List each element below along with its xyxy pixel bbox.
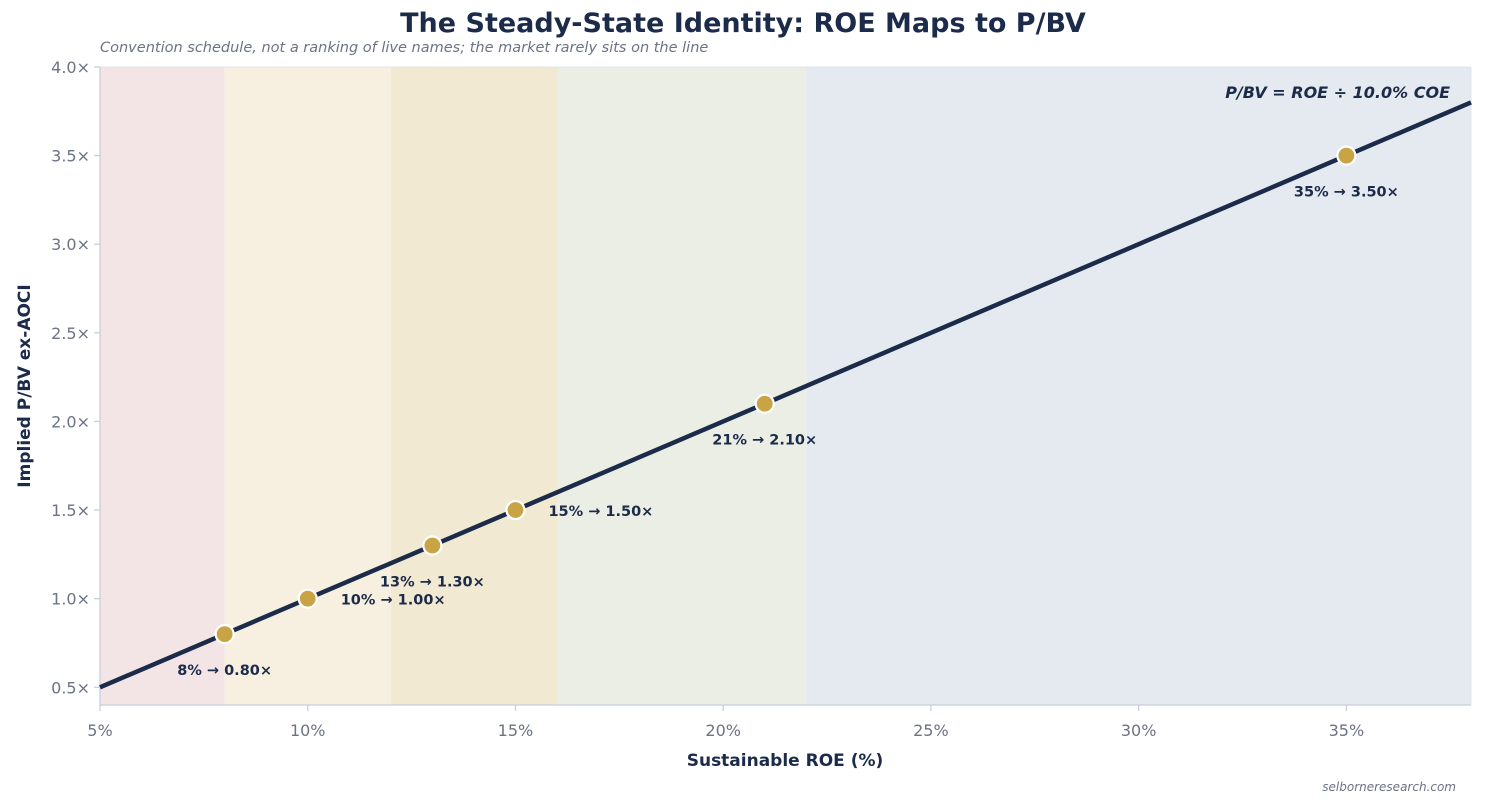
roe-point-marker (297, 588, 318, 609)
axes: 5% 10% 15% 20% 25% 30% 35% 0.5× 1.0× 1.5× 2.0× 2.5×… (51, 58, 1472, 740)
y-tick-label: 4.0× (51, 58, 90, 77)
y-tick-label: 2.0× (51, 412, 90, 431)
roe-point-label: 13% → 1.30× (380, 575, 485, 591)
x-tick-label: 20% (705, 721, 741, 740)
roe-point-marker (1336, 145, 1357, 166)
roe-band-4 (806, 67, 1471, 705)
identity-line-series (99, 100, 1472, 690)
roe-point-label: 21% → 2.10× (712, 433, 817, 449)
y-tick-label: 1.5× (51, 501, 90, 520)
x-tick-label: 15% (498, 721, 534, 740)
y-tick-label: 3.0× (51, 235, 90, 254)
roe-band-3 (557, 67, 807, 705)
identity-line-0 (99, 100, 1472, 690)
roe-band-0 (100, 67, 225, 705)
source-credit: selborneresearch.com (1322, 780, 1456, 794)
y-tick-label: 3.5× (51, 147, 90, 166)
x-tick-label: 25% (913, 721, 949, 740)
x-tick-label: 5% (87, 721, 112, 740)
roe-point-marker (422, 535, 443, 556)
y-axis-label: Implied P/BV ex-AOCI (15, 284, 35, 487)
roe-points: 8% → 0.80× 10% → 1.00× 13% → 1.30× 15% → 1.… (177, 145, 1399, 679)
roe-point-marker (505, 499, 526, 521)
x-tick-label: 30% (1121, 721, 1157, 740)
x-axis-label: Sustainable ROE (%) (687, 751, 884, 771)
roe-point-label: 10% → 1.00× (341, 593, 446, 609)
roe-point-marker (754, 393, 775, 414)
roe-bands (100, 67, 1471, 705)
chart-subtitle: Convention schedule, not a ranking of li… (100, 40, 709, 56)
roe-band-1 (224, 67, 391, 705)
y-tick-label: 1.0× (51, 590, 90, 609)
x-tick-label: 35% (1329, 721, 1365, 740)
roe-point-label: 8% → 0.80× (177, 663, 272, 679)
roe-band-2 (390, 67, 557, 705)
y-tick-label: 0.5× (51, 678, 90, 697)
roe-point-marker (214, 624, 235, 645)
roe-point-label: 35% → 3.50× (1294, 185, 1399, 201)
x-tick-label: 10% (290, 721, 326, 740)
chart-title: The Steady-State Identity: ROE Maps to P… (400, 8, 1086, 39)
roe-point-label: 15% → 1.50× (548, 504, 653, 520)
y-tick-label: 2.5× (51, 324, 90, 343)
formula-annotation: P/BV = ROE ÷ 10.0% COE (1225, 83, 1450, 102)
